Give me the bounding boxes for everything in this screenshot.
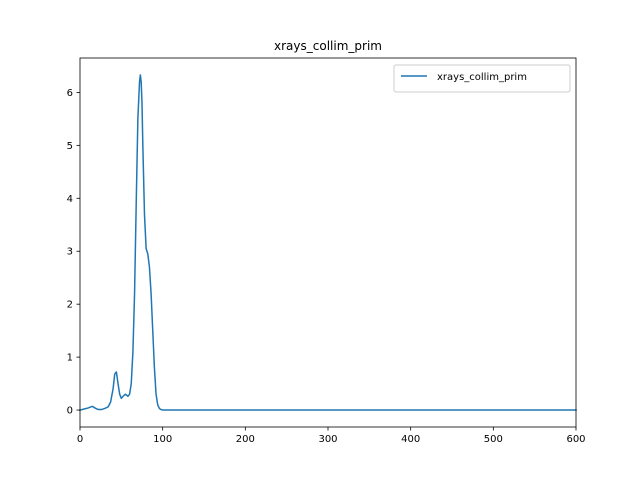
y-tick-label-6: 6 xyxy=(67,88,73,99)
x-tick-label-500: 500 xyxy=(484,434,503,445)
x-tick-label-200: 200 xyxy=(236,434,255,445)
series-line-0 xyxy=(79,74,577,411)
y-tick-label-2: 2 xyxy=(67,300,73,311)
legend-label: xrays_collim_prim xyxy=(437,72,527,83)
y-tick-label-1: 1 xyxy=(67,353,73,364)
y-tick-label-4: 4 xyxy=(67,194,73,205)
y-tick-label-0: 0 xyxy=(67,406,73,417)
x-tick-label-100: 100 xyxy=(153,434,172,445)
y-tick-label-3: 3 xyxy=(67,247,73,258)
x-tick-label-600: 600 xyxy=(566,434,585,445)
legend: xrays_collim_prim xyxy=(393,64,571,93)
x-tick-label-300: 300 xyxy=(318,434,337,445)
x-tick-label-400: 400 xyxy=(401,434,420,445)
x-tick-label-0: 0 xyxy=(77,434,83,445)
plot-area xyxy=(79,74,577,411)
chart-title: xrays_collim_prim xyxy=(274,39,382,53)
legend-box xyxy=(393,64,571,93)
axes-layer: 0 100 200 300 400 500 600 0 1 2 3 4 5 6 xyxy=(67,57,586,445)
y-tick-label-5: 5 xyxy=(67,141,73,152)
